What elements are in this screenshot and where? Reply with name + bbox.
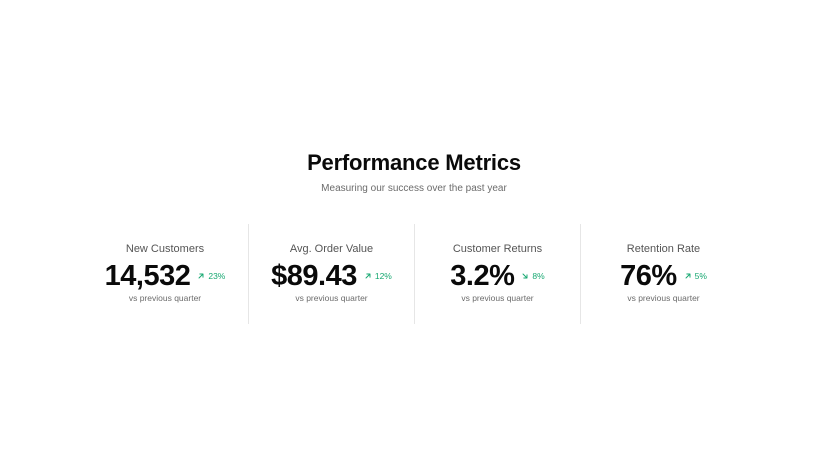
- arrow-down-right-icon: [521, 272, 529, 280]
- metric-change: 8%: [521, 270, 545, 282]
- metric-value: 3.2%: [450, 260, 515, 292]
- metric-caption: vs previous quarter: [295, 293, 368, 303]
- metric-card-customer-returns: Customer Returns 3.2% 8% vs previous qua…: [414, 224, 580, 324]
- arrow-up-right-icon: [197, 272, 205, 280]
- metric-caption: vs previous quarter: [461, 293, 534, 303]
- metric-value-row: $89.43 12%: [249, 258, 414, 294]
- metric-value: 14,532: [104, 260, 191, 292]
- arrow-up-right-icon: [364, 272, 372, 280]
- metric-change: 12%: [364, 270, 392, 282]
- metric-label: Customer Returns: [452, 243, 543, 255]
- metric-value-row: 3.2% 8%: [415, 258, 580, 294]
- metric-value-row: 76% 5%: [581, 258, 746, 294]
- metric-caption: vs previous quarter: [128, 293, 202, 303]
- metric-change-value: 8%: [532, 271, 545, 281]
- page-subtitle: Measuring our success over the past year: [321, 183, 507, 194]
- metric-change-value: 23%: [208, 271, 226, 281]
- metric-value-row: 14,532 23%: [82, 258, 248, 294]
- metric-value: 76%: [620, 260, 677, 292]
- metric-change: 23%: [197, 270, 225, 282]
- metric-caption: vs previous quarter: [627, 293, 700, 303]
- metric-change: 5%: [684, 270, 707, 282]
- metric-label: Retention Rate: [626, 243, 701, 255]
- metric-card-new-customers: New Customers 14,532 23% vs previous qua…: [82, 224, 248, 324]
- metric-change-value: 5%: [694, 271, 707, 281]
- metric-value: $89.43: [271, 260, 357, 292]
- arrow-up-right-icon: [684, 272, 692, 280]
- metric-label: New Customers: [125, 243, 205, 255]
- page-title: Performance Metrics: [307, 150, 521, 175]
- metric-label: Avg. Order Value: [289, 243, 374, 255]
- metrics-row: New Customers 14,532 23% vs previous qua…: [82, 224, 746, 324]
- metric-card-retention-rate: Retention Rate 76% 5% vs previous quarte…: [580, 224, 746, 324]
- metric-change-value: 12%: [374, 271, 392, 281]
- metric-card-avg-order-value: Avg. Order Value $89.43 12% vs previous …: [248, 224, 414, 324]
